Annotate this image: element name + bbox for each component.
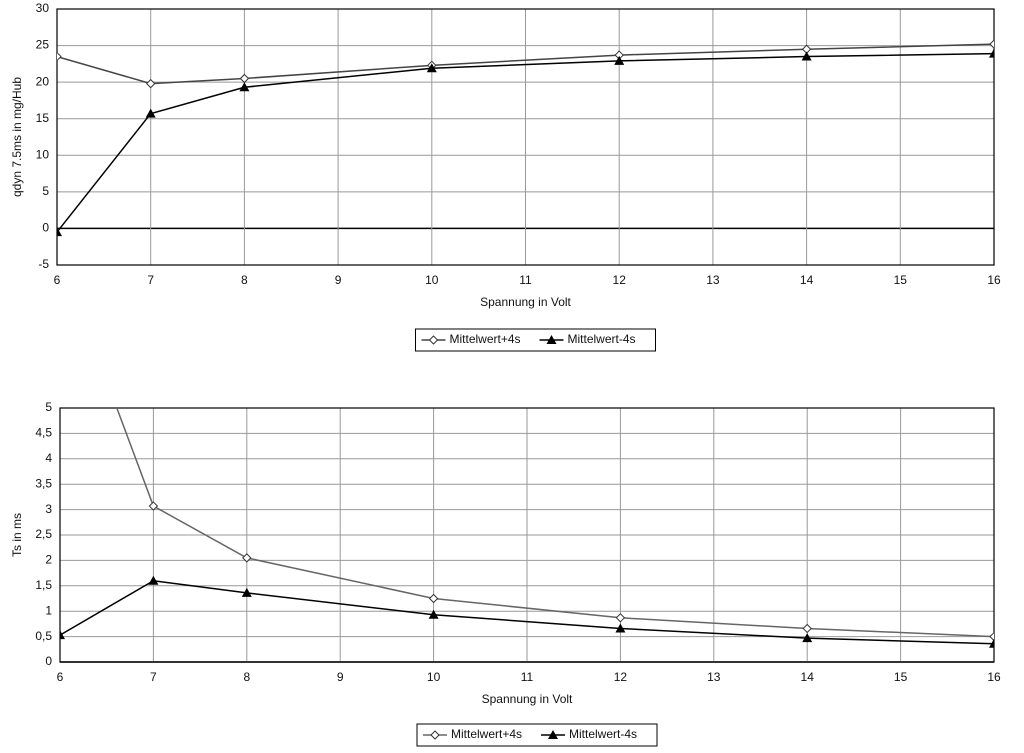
legend-box <box>415 328 656 352</box>
y-tick-label: 3 <box>45 502 52 516</box>
y-tick-label: 30 <box>36 1 50 15</box>
y-tick-label: 1,5 <box>35 578 52 592</box>
legend-box <box>416 723 658 747</box>
x-tick-label: 10 <box>427 670 441 684</box>
x-tick-label: 11 <box>519 273 532 287</box>
plot-area <box>57 39 994 237</box>
legend-marker <box>430 730 440 740</box>
x-tick-label: 14 <box>801 670 815 684</box>
marker <box>60 630 65 640</box>
marker <box>801 51 812 61</box>
marker <box>148 501 159 511</box>
x-tick-label: 16 <box>987 670 1001 684</box>
x-tick-label: 15 <box>894 670 908 684</box>
marker <box>239 73 250 84</box>
marker <box>615 623 626 633</box>
y-tick-label: 2 <box>45 553 52 567</box>
y-tick-label: -5 <box>38 257 49 271</box>
legend-label: Mittelwert+4s <box>451 727 522 741</box>
x-tick-label: 9 <box>335 273 342 287</box>
marker <box>614 55 625 65</box>
x-tick-label: 6 <box>54 273 61 287</box>
x-axis-label: Spannung in Volt <box>482 692 573 706</box>
legend-marker <box>548 730 558 739</box>
marker <box>57 51 62 62</box>
marker <box>145 108 156 118</box>
marker <box>989 39 994 49</box>
marker <box>989 48 994 58</box>
marker <box>241 587 252 597</box>
x-tick-label: 7 <box>147 273 154 287</box>
marker <box>242 553 252 563</box>
y-axis-label: qdyn 7.5ms in mg/Hub <box>10 77 24 197</box>
y-tick-label: 0 <box>42 221 49 235</box>
chart: -5 0 5 10 15 20 25 30 6 7 8 9 10 11 12 13 14 15 16 Spannung… <box>10 1 1001 352</box>
x-tick-label: 8 <box>241 273 248 287</box>
legend-label: Mittelwert-4s <box>568 332 636 346</box>
y-tick-label: 5 <box>45 400 52 414</box>
x-tick-label: 9 <box>337 670 344 684</box>
x-tick-label: 12 <box>614 670 628 684</box>
x-tick-label: 15 <box>894 273 908 287</box>
marker <box>802 633 813 643</box>
marker <box>145 78 156 89</box>
legend-marker <box>546 335 557 344</box>
marker <box>615 613 626 623</box>
y-tick-label: 0 <box>45 654 52 668</box>
x-tick-label: 10 <box>425 273 439 287</box>
x-tick-label: 13 <box>707 670 721 684</box>
marker <box>428 593 439 604</box>
y-tick-label: 0,5 <box>35 629 52 643</box>
x-tick-label: 13 <box>706 273 720 287</box>
chart: 0 0,5 1 1,5 2 2,5 3 3,5 4 4,5 5 6 7 8 9 10 11 12 13 14 15 16 S… <box>10 400 1001 747</box>
y-axis-label: Ts in ms <box>10 513 24 557</box>
y-tick-label: 25 <box>36 38 50 52</box>
x-tick-label: 6 <box>57 670 64 684</box>
x-tick-label: 11 <box>521 670 534 684</box>
plot-area <box>60 408 994 648</box>
x-tick-label: 16 <box>987 273 1001 287</box>
x-tick-label: 7 <box>150 670 157 684</box>
x-axis-label: Spannung in Volt <box>480 295 571 309</box>
y-tick-label: 5 <box>42 184 49 198</box>
legend-marker <box>428 335 439 345</box>
y-tick-label: 1 <box>45 603 52 617</box>
marker <box>426 63 437 73</box>
marker <box>148 575 159 585</box>
plot-frame <box>56 8 995 266</box>
y-tick-label: 2,5 <box>35 527 52 541</box>
y-tick-label: 10 <box>36 147 50 161</box>
marker <box>57 227 62 237</box>
y-tick-label: 3,5 <box>35 476 52 490</box>
y-tick-label: 4 <box>45 451 52 465</box>
x-tick-label: 12 <box>613 273 627 287</box>
y-tick-label: 15 <box>36 111 50 125</box>
y-tick-label: 4,5 <box>35 426 52 440</box>
legend-label: Mittelwert-4s <box>569 727 637 741</box>
y-tick-label: 20 <box>36 74 50 88</box>
marker <box>239 82 250 92</box>
x-tick-label: 8 <box>243 670 250 684</box>
marker <box>802 623 812 634</box>
marker <box>989 638 994 648</box>
marker <box>428 609 439 619</box>
legend-label: Mittelwert+4s <box>450 332 521 346</box>
plot-frame <box>59 407 995 663</box>
x-tick-label: 14 <box>800 273 814 287</box>
marker <box>989 631 994 642</box>
